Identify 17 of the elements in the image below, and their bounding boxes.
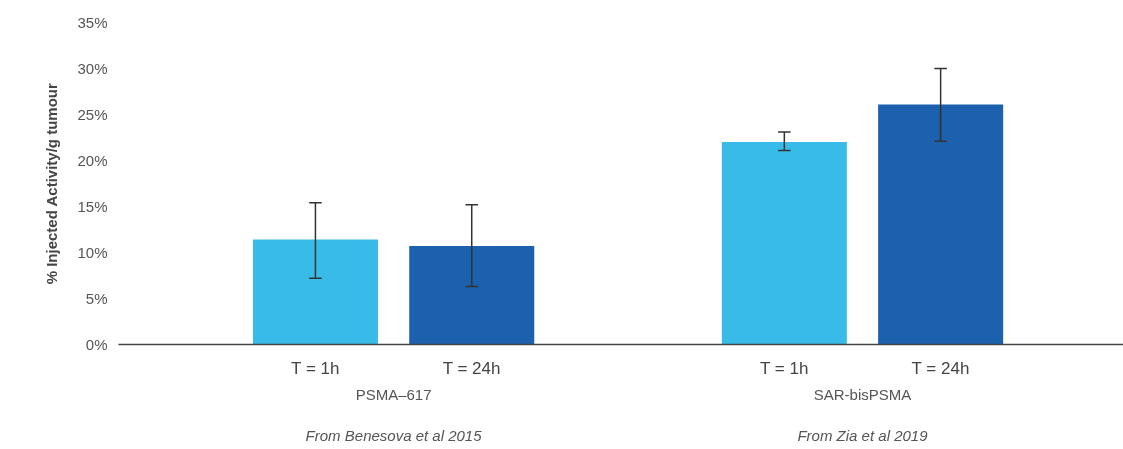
- y-tick-label: 30%: [77, 60, 108, 77]
- x-tick-label: T = 1h: [291, 358, 340, 378]
- x-tick-label: T = 24h: [911, 358, 970, 378]
- y-tick-label: 35%: [77, 14, 108, 31]
- y-tick-label: 25%: [77, 106, 108, 123]
- y-axis-title: % Injected Activity/g tumour: [43, 83, 61, 285]
- text: From Benesova et al 2015: [305, 427, 483, 445]
- y-tick-label: 15%: [77, 198, 108, 215]
- text: PSMA–617: [355, 385, 432, 403]
- x-tick-label: T = 24h: [442, 358, 501, 378]
- y-tick-label: 5%: [85, 290, 108, 307]
- y-tick-label: 10%: [77, 244, 108, 261]
- text: SAR-bisPSMA: [813, 385, 912, 403]
- x-tick-label: T = 1h: [760, 358, 809, 378]
- y-tick-label: 0%: [85, 336, 108, 353]
- y-tick-label: 20%: [77, 152, 108, 169]
- text: From Zia et al 2019: [797, 427, 929, 445]
